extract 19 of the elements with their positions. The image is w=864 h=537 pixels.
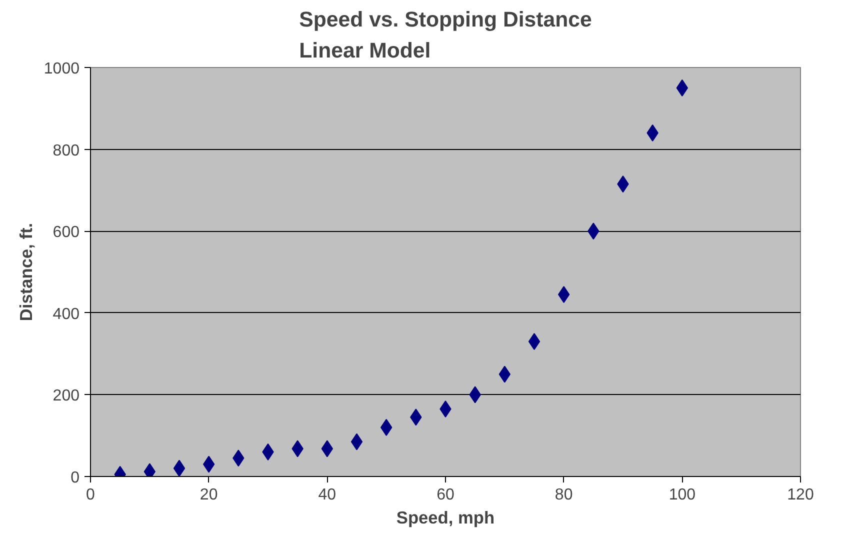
- x-axis-title: Speed, mph: [396, 508, 495, 528]
- y-tick-label: 600: [52, 224, 80, 242]
- x-tick-label: 60: [436, 486, 454, 504]
- point: [173, 460, 186, 476]
- x-tick-label: 120: [787, 486, 814, 504]
- y-tick-label: 200: [52, 388, 80, 405]
- y-tick-label: 1000: [44, 60, 80, 78]
- point: [350, 433, 363, 450]
- y-tick-label: 0: [70, 470, 80, 486]
- x-tick-label: 40: [318, 486, 336, 504]
- chart-title: Speed vs. Stopping Distance Linear Model: [299, 7, 592, 62]
- y-tick-label: 400: [52, 306, 80, 323]
- x-tick-label: 100: [668, 486, 696, 504]
- x-tick-label: 80: [554, 486, 573, 504]
- point: [528, 333, 540, 350]
- y-axis-title: Distance, ft.: [16, 222, 36, 322]
- x-tick-label: 20: [200, 486, 218, 504]
- x-tick-label: 0: [86, 486, 96, 504]
- y-tick-label: 800: [52, 142, 80, 160]
